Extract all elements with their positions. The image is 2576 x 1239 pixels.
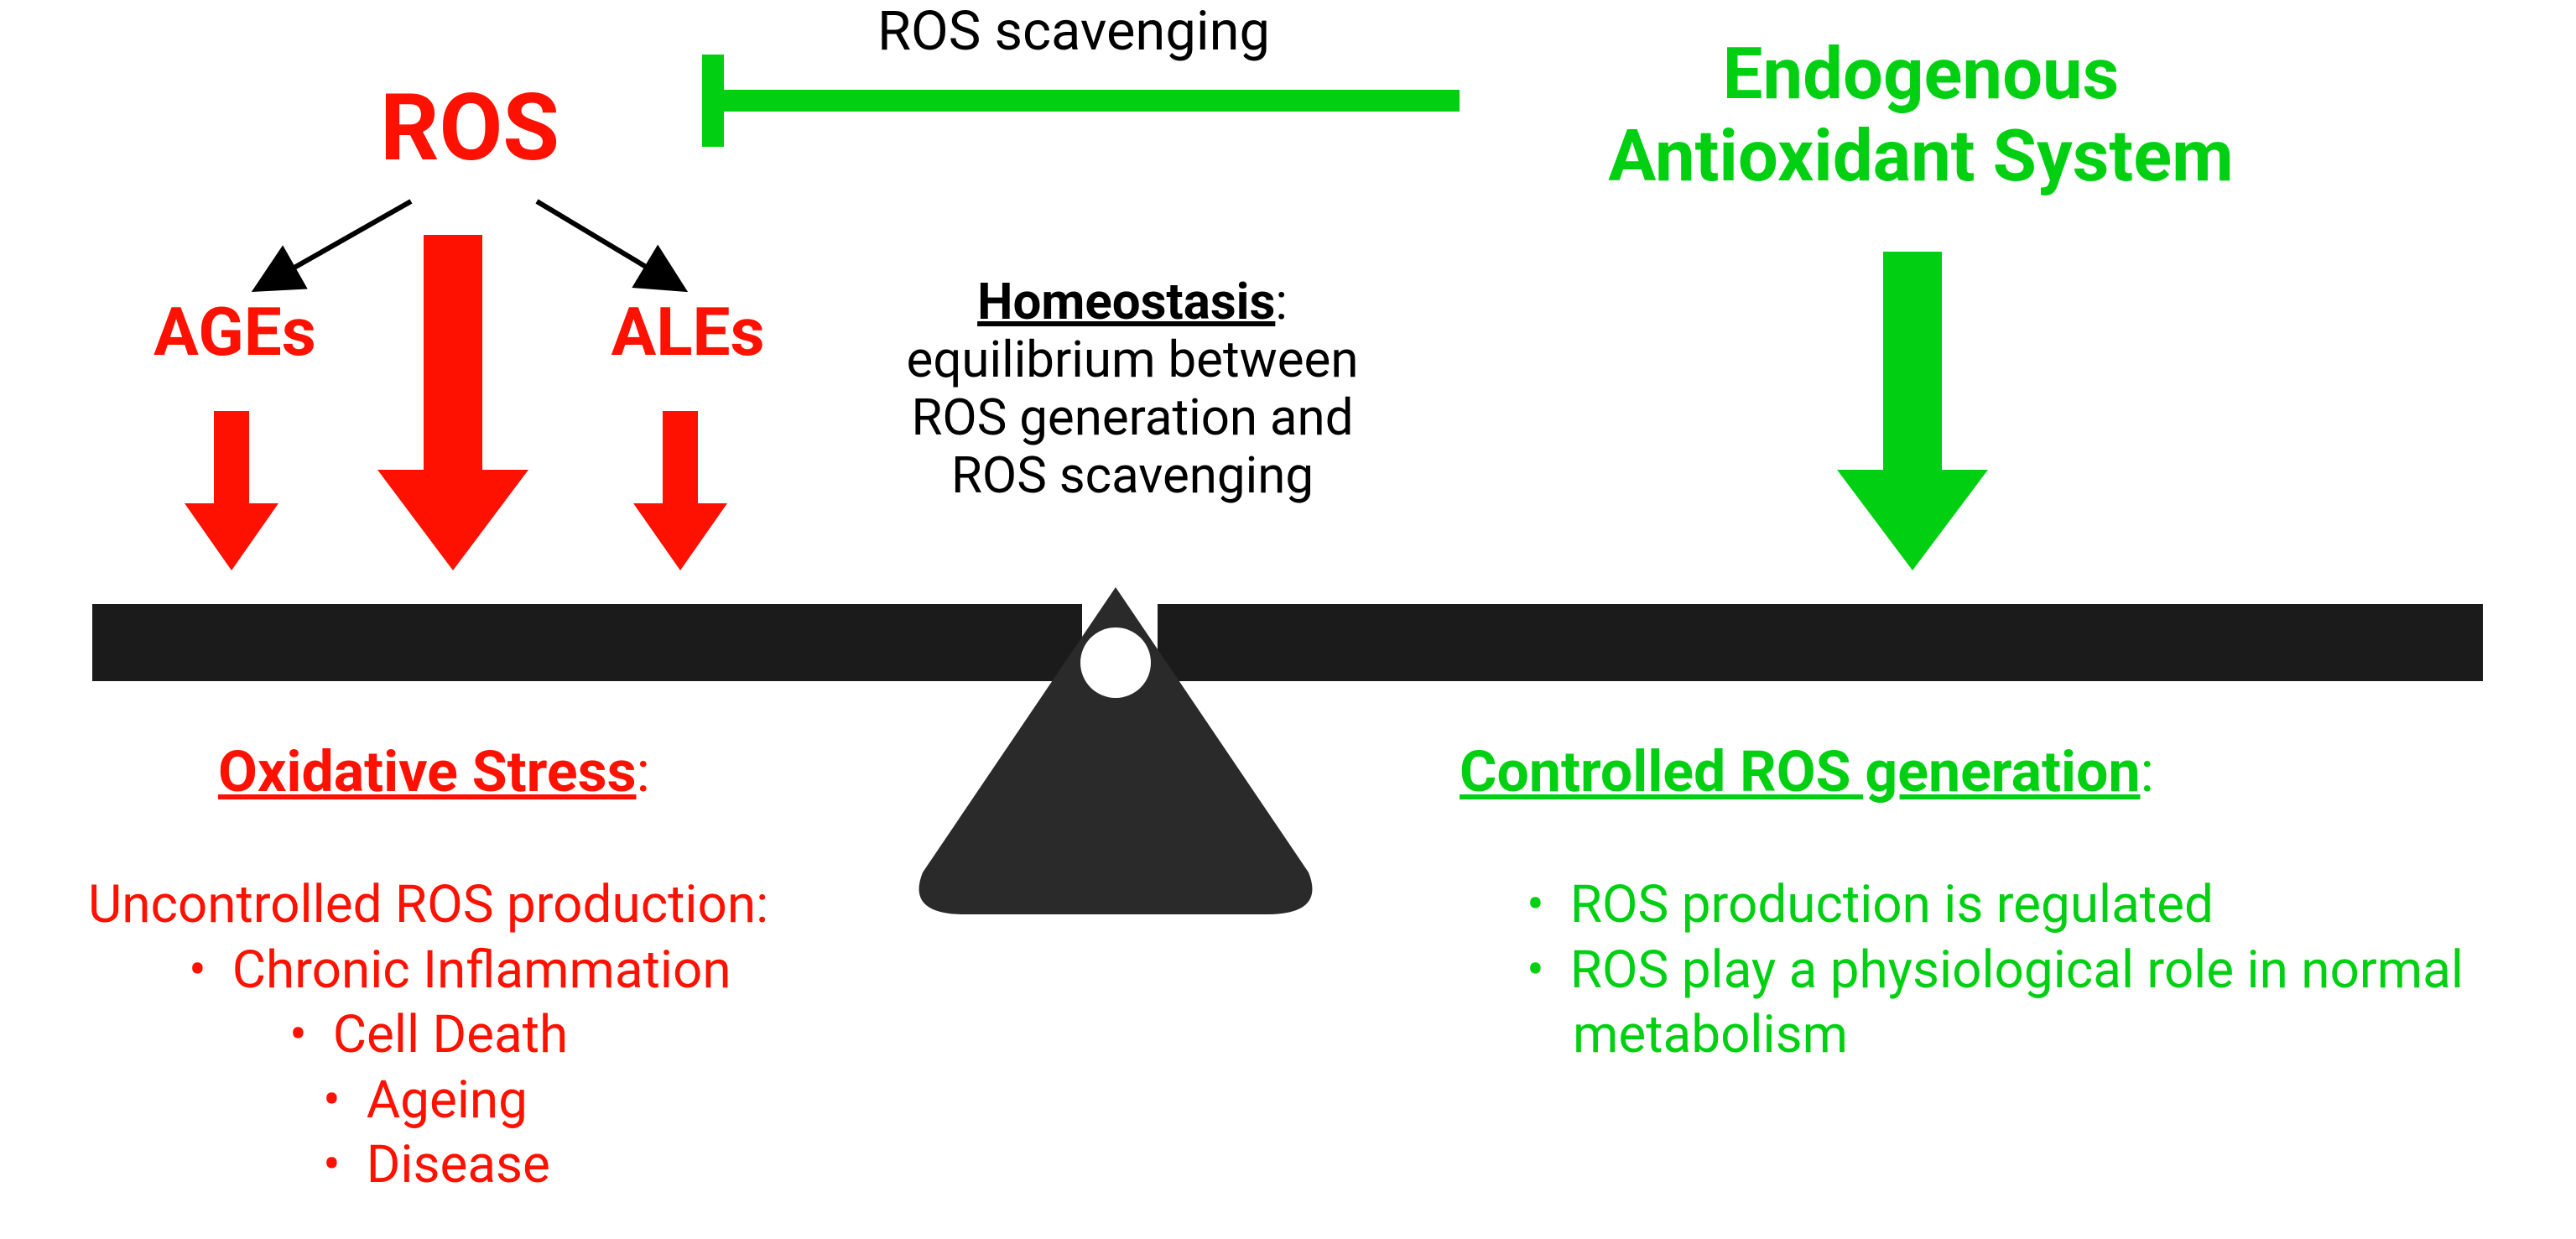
ales-label: ALEs [562, 294, 814, 371]
ox-li-0: • Chronic Inflammation [88, 938, 768, 1003]
scale-left-plank [92, 604, 1082, 681]
arrow-ros-to-ages [256, 201, 411, 289]
ctrl-li-0: • ROS production is regulated [1493, 872, 2542, 938]
homeostasis-block: Homeostasis: equilibrium between ROS gen… [839, 273, 1426, 504]
controlled-ros-heading-text: Controlled ROS generation [1460, 738, 2140, 805]
oxidative-stress-heading-text: Oxidative Stress [218, 738, 637, 805]
ros-title: ROS [319, 75, 621, 182]
green-down-arrow [1837, 252, 1988, 570]
oxidative-stress-body: Uncontrolled ROS production: • Chronic I… [88, 872, 768, 1198]
ctrl-li-1: • ROS play a physiological role in norma… [1493, 938, 2542, 1068]
homeostasis-l3: ROS scavenging [951, 445, 1314, 505]
ages-label: AGEs [109, 294, 361, 371]
homeostasis-l2: ROS generation and [911, 388, 1353, 447]
controlled-ros-body: • ROS production is regulated • ROS play… [1493, 872, 2542, 1068]
homeostasis-l1: equilibrium between [907, 330, 1359, 389]
endo-antiox-title: Endogenous Antioxidant System [1501, 34, 2340, 198]
ros-scavenging-label: ROS scavenging [780, 0, 1367, 63]
oxidative-stress-heading: Oxidative Stress: [218, 738, 650, 805]
homeostasis-heading: Homeostasis [977, 272, 1275, 331]
oxidative-stress-sub: Uncontrolled ROS production: [88, 872, 768, 938]
red-center-down-arrow [377, 235, 528, 570]
arrow-ros-to-ales [537, 201, 684, 289]
ox-li-3: • Disease [88, 1132, 768, 1198]
ox-li-1: • Cell Death [88, 1002, 768, 1068]
endo-antiox-l1: Endogenous [1723, 32, 2120, 116]
scale-pivot-hole [1080, 627, 1151, 698]
red-right-down-arrow [633, 411, 727, 570]
endo-antiox-l2: Antioxidant System [1608, 114, 2233, 198]
red-left-down-arrow [185, 411, 278, 570]
scale-right-plank [1158, 604, 2483, 681]
controlled-ros-heading: Controlled ROS generation: [1460, 738, 2154, 805]
ox-li-2: • Ageing [88, 1068, 768, 1133]
inhibition-arrow [713, 55, 1460, 147]
